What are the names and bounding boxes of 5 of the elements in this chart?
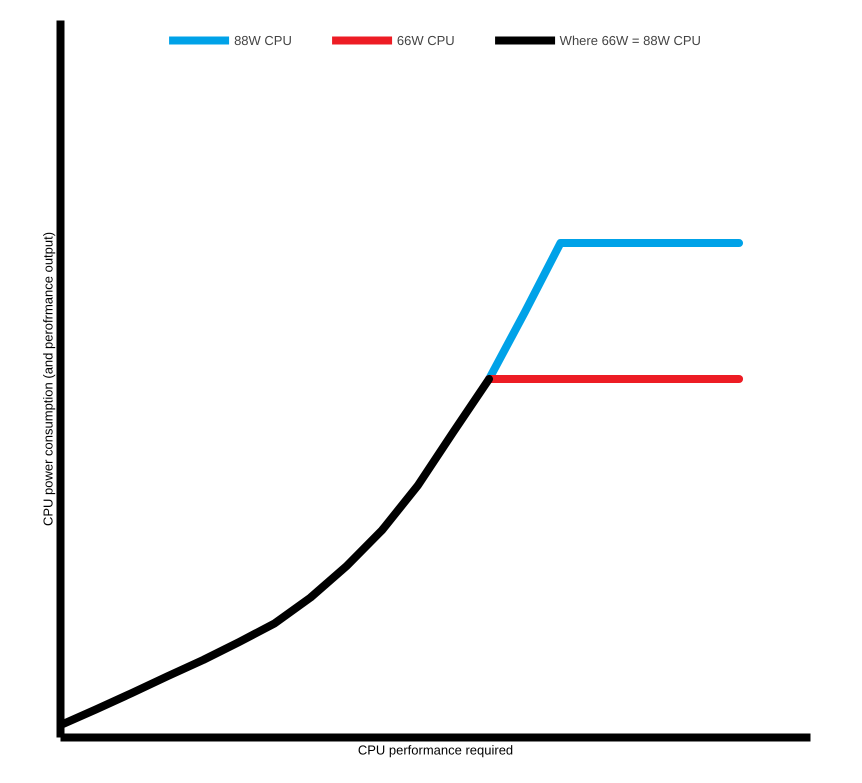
legend-label: 88W CPU — [234, 32, 292, 48]
x-axis-title: CPU performance required — [358, 742, 514, 758]
legend-label: Where 66W = 88W CPU — [560, 32, 701, 48]
y-axis-title: CPU power consumption (and perofrmance output) — [40, 232, 56, 526]
legend-label: 66W CPU — [396, 32, 455, 48]
